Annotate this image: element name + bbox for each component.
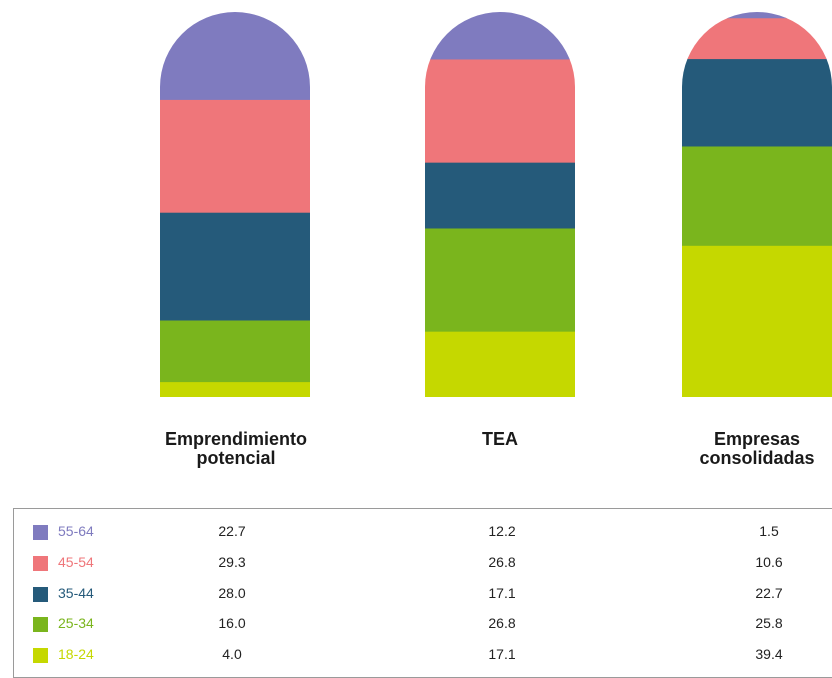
table-cell: 10.6 [755,554,783,570]
bar-segment-25-34 [682,145,832,246]
table-cell: 26.8 [488,554,516,570]
bar-segment-45-54 [160,99,310,213]
legend-label: 25-34 [58,615,94,631]
bar-segment-55-64 [682,12,832,19]
bar-group-1 [425,12,575,397]
legend-swatch-35-44 [33,587,48,602]
legend-label: 35-44 [58,585,94,601]
table-cell: 22.7 [218,523,246,539]
category-label-empresas-consolidadas: Empresas consolidadas [699,429,815,468]
bar-segment-18-24 [160,381,310,398]
bar-segment-25-34 [425,227,575,332]
table-cell: 1.5 [759,523,779,539]
table-cell: 22.7 [755,585,783,601]
table-cell: 28.0 [218,585,246,601]
bar-segment-45-54 [425,58,575,163]
bar-segment-18-24 [682,245,832,397]
data-table-legend: 55-64 22.7 12.2 1.5 45-54 29.3 26.8 10.6… [13,508,832,678]
bar-segment-18-24 [425,331,575,397]
bar-segment-55-64 [160,12,310,100]
bar-segment-55-64 [425,12,575,60]
bar-group-2 [682,12,832,397]
table-cell: 26.8 [488,615,516,631]
stacked-bar-chart [160,12,832,398]
table-cell: 17.1 [488,585,516,601]
bar-segment-25-34 [160,320,310,383]
table-row: 25-34 16.0 26.8 25.8 [14,609,832,639]
legend-swatch-18-24 [33,648,48,663]
bar-segment-45-54 [682,17,832,60]
table-row: 55-64 22.7 12.2 1.5 [14,517,832,547]
category-label-tea: TEA [482,429,518,449]
bar-segment-35-44 [682,58,832,147]
legend-label: 18-24 [58,646,94,662]
table-cell: 39.4 [755,646,783,662]
table-cell: 25.8 [755,615,783,631]
table-cell: 17.1 [488,646,516,662]
table-cell: 16.0 [218,615,246,631]
table-row: 35-44 28.0 17.1 22.7 [14,579,832,609]
legend-label: 45-54 [58,554,94,570]
table-row: 45-54 29.3 26.8 10.6 [14,548,832,578]
legend-swatch-45-54 [33,556,48,571]
table-cell: 4.0 [222,646,242,662]
bar-segment-35-44 [160,212,310,321]
table-cell: 29.3 [218,554,246,570]
bar-group-0 [160,12,310,398]
category-label-emprendimiento-potencial: Emprendimiento potencial [164,429,307,468]
legend-label: 55-64 [58,523,94,539]
bar-segment-35-44 [425,162,575,229]
table-cell: 12.2 [488,523,516,539]
legend-swatch-55-64 [33,525,48,540]
table-row: 18-24 4.0 17.1 39.4 [14,640,832,670]
legend-swatch-25-34 [33,617,48,632]
